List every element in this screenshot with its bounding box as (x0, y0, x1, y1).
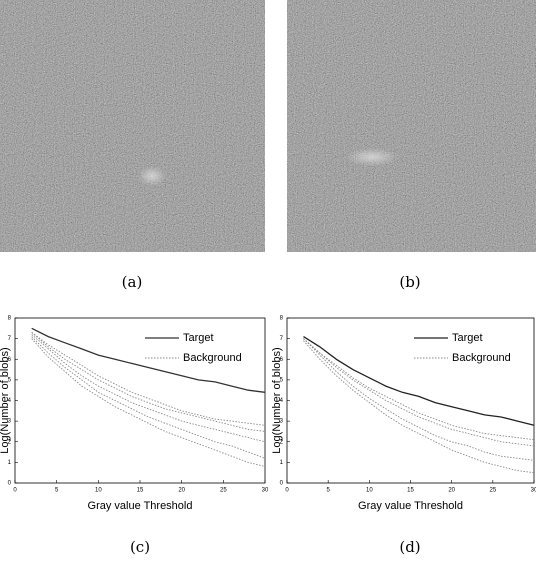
y-tick-label: 8 (8, 316, 12, 322)
y-tick-label: 4 (8, 398, 12, 404)
x-tick-label: 15 (137, 488, 144, 494)
x-tick-label: 20 (178, 488, 185, 494)
caption: (c) (130, 538, 150, 556)
data-line (31, 332, 266, 432)
data-line (31, 332, 266, 426)
y-axis-label: Log(Number of blobs) (271, 347, 283, 453)
y-axis-label: Log(Number of blobs) (0, 347, 11, 453)
y-tick-label: 1 (8, 460, 12, 466)
image-b (287, 0, 536, 252)
y-tick-label: 7 (280, 336, 284, 342)
x-tick-label: 25 (489, 488, 496, 494)
data-line (303, 336, 535, 426)
legend-label: Background (183, 352, 242, 364)
legend-label: Background (452, 352, 511, 364)
image-noise (0, 0, 265, 252)
caption: (a) (122, 273, 143, 291)
y-tick-label: 0 (280, 481, 284, 487)
data-line (303, 338, 535, 461)
y-tick-label: 6 (8, 357, 12, 363)
x-tick-label: 15 (407, 488, 414, 494)
data-line (31, 338, 266, 467)
plot-frame (14, 317, 266, 484)
data-line (303, 338, 535, 441)
x-axis-label: Gray value Threshold (358, 500, 463, 512)
x-tick-label: 10 (95, 488, 102, 494)
x-tick-label: 25 (220, 488, 227, 494)
y-tick-label: 6 (280, 357, 284, 363)
x-tick-label: 10 (366, 488, 373, 494)
x-tick-label: 0 (285, 488, 289, 494)
image-a (0, 0, 265, 252)
y-tick-label: 0 (8, 481, 12, 487)
y-tick-label: 5 (8, 377, 12, 383)
x-tick-label: 30 (531, 488, 536, 494)
data-line (303, 340, 535, 474)
y-tick-label: 7 (8, 336, 12, 342)
image-target (138, 166, 166, 186)
y-tick-label: 8 (280, 316, 284, 322)
caption: (b) (399, 273, 420, 291)
legend-label: Target (452, 332, 483, 344)
image-noise (287, 0, 536, 252)
y-tick-label: 5 (280, 377, 284, 383)
plot-frame (286, 317, 535, 484)
x-tick-label: 5 (326, 488, 330, 494)
x-tick-label: 0 (13, 488, 17, 494)
data-line (31, 336, 266, 459)
y-tick-label: 1 (280, 460, 284, 466)
y-tick-label: 3 (280, 419, 284, 425)
x-tick-label: 20 (448, 488, 455, 494)
data-line (31, 334, 266, 443)
caption: (d) (399, 538, 420, 556)
legend-label: Target (183, 332, 214, 344)
y-tick-label: 2 (280, 439, 284, 445)
y-tick-label: 3 (8, 419, 12, 425)
y-tick-label: 4 (280, 398, 284, 404)
x-axis-label: Gray value Threshold (88, 500, 193, 512)
data-line (31, 327, 266, 393)
image-target (346, 148, 398, 166)
y-tick-label: 2 (8, 439, 12, 445)
x-tick-label: 30 (262, 488, 269, 494)
x-tick-label: 5 (55, 488, 59, 494)
